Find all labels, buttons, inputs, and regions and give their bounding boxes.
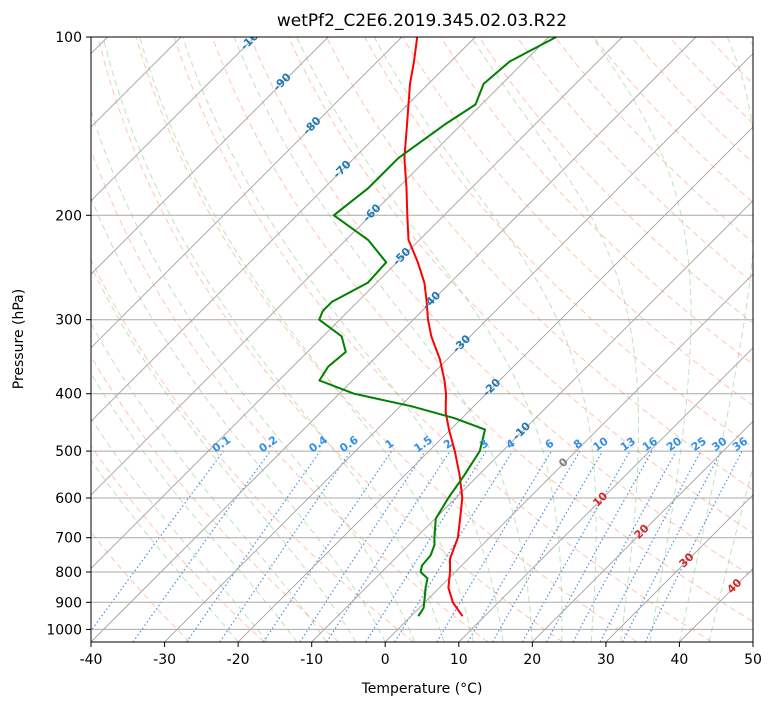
isotherm (91, 37, 403, 349)
isotherm (91, 37, 623, 570)
isotherm (311, 199, 753, 642)
mixing-ratio-line (186, 450, 321, 642)
moist-adiabat (91, 265, 357, 642)
y-tick-label: 1000 (46, 622, 82, 638)
moist-adiabat (91, 459, 239, 642)
y-tick-label: 700 (55, 531, 82, 547)
x-tick-label: 10 (450, 652, 468, 668)
mixing-ratio-line (326, 450, 451, 642)
isotherm (458, 347, 753, 642)
moist-adiabat (373, 37, 597, 642)
moist-adiabat (91, 196, 386, 642)
isotherm (91, 37, 476, 423)
profile-lines (318, 37, 557, 617)
mixing-ratio-line (219, 450, 352, 642)
plot-frame (90, 36, 754, 643)
y-tick-label: 100 (55, 30, 82, 46)
dry-adiabats (91, 37, 753, 642)
isotherm (605, 494, 753, 642)
x-tick-label: -30 (153, 652, 176, 668)
mixing-ratio-line (546, 450, 653, 642)
x-tick-label: 20 (523, 652, 541, 668)
moist-adiabat (91, 417, 268, 642)
profile-line (318, 37, 557, 617)
dry-adiabat (249, 37, 753, 578)
moist-adiabat (91, 322, 327, 642)
x-tick-label: 40 (670, 652, 688, 668)
x-tick-label: 0 (381, 652, 390, 668)
y-tick-label: 200 (55, 208, 82, 224)
x-axis-ticks: -40 -30 -20 -10 0 10 20 30 40 50 (80, 642, 762, 668)
mixing-ratio-line (644, 450, 743, 642)
isotherm (237, 126, 753, 642)
dry-adiabat (91, 258, 414, 642)
moist-adiabat (296, 37, 563, 642)
x-tick-label: -40 (80, 652, 103, 668)
mixing-ratio-line (262, 450, 392, 642)
y-tick-label: 400 (55, 387, 82, 403)
moist-adiabat (470, 37, 640, 642)
isotherm (384, 273, 753, 642)
dry-adiabat (326, 37, 753, 491)
profile-line (403, 37, 464, 617)
y-tick-label: 900 (55, 595, 82, 611)
y-tick-label: 600 (55, 491, 82, 507)
isotherm (91, 37, 256, 202)
moist-adiabat (233, 37, 533, 642)
mixing-ratio-line (299, 450, 426, 642)
mixing-ratio-line (132, 450, 271, 642)
y-tick-label: 500 (55, 444, 82, 460)
moist-adiabat (678, 37, 753, 642)
isotherm (91, 37, 329, 275)
dry-adiabat (287, 37, 753, 534)
moist-adiabat (591, 37, 692, 642)
mixing-ratio-line (572, 450, 677, 642)
moist-adiabat (139, 37, 474, 642)
dry-adiabat (211, 37, 753, 623)
mixing-ratio-line (91, 450, 224, 632)
x-tick-label: -10 (300, 652, 323, 668)
dry-adiabat (97, 37, 563, 642)
y-axis-ticks: 100 200 300 400 500 600 700 800 900 1000 (46, 30, 91, 638)
isotherm (531, 420, 753, 642)
isotherm (91, 37, 550, 496)
x-tick-label: 30 (597, 652, 615, 668)
moist-adiabats (91, 37, 753, 642)
mixing-ratio-line (521, 450, 631, 642)
x-tick-label: 50 (744, 652, 762, 668)
isotherm (164, 52, 753, 642)
mixing-ratio-line (394, 450, 514, 642)
chart-title: wetPf2_C2E6.2019.345.02.03.R22 (277, 11, 567, 31)
isotherm (91, 37, 697, 642)
isotherms (91, 37, 753, 642)
dry-adiabat (91, 355, 340, 642)
moist-adiabat (102, 37, 445, 642)
mixing-ratio-lines (91, 450, 743, 642)
moist-adiabat (708, 465, 753, 642)
moist-adiabat (91, 372, 298, 642)
y-tick-label: 800 (55, 565, 82, 581)
y-tick-label: 300 (55, 313, 82, 329)
dry-adiabat (173, 37, 713, 642)
plot-area: -100-90-80-70-60-50-40-30-20-10010203040… (91, 37, 753, 642)
x-axis-label: Temperature (°C) (361, 681, 483, 697)
dry-adiabat (135, 37, 638, 642)
y-axis-label: Pressure (hPa) (11, 289, 27, 389)
x-tick-label: -20 (227, 652, 250, 668)
dry-adiabat (91, 445, 265, 642)
moist-adiabat (91, 109, 416, 642)
